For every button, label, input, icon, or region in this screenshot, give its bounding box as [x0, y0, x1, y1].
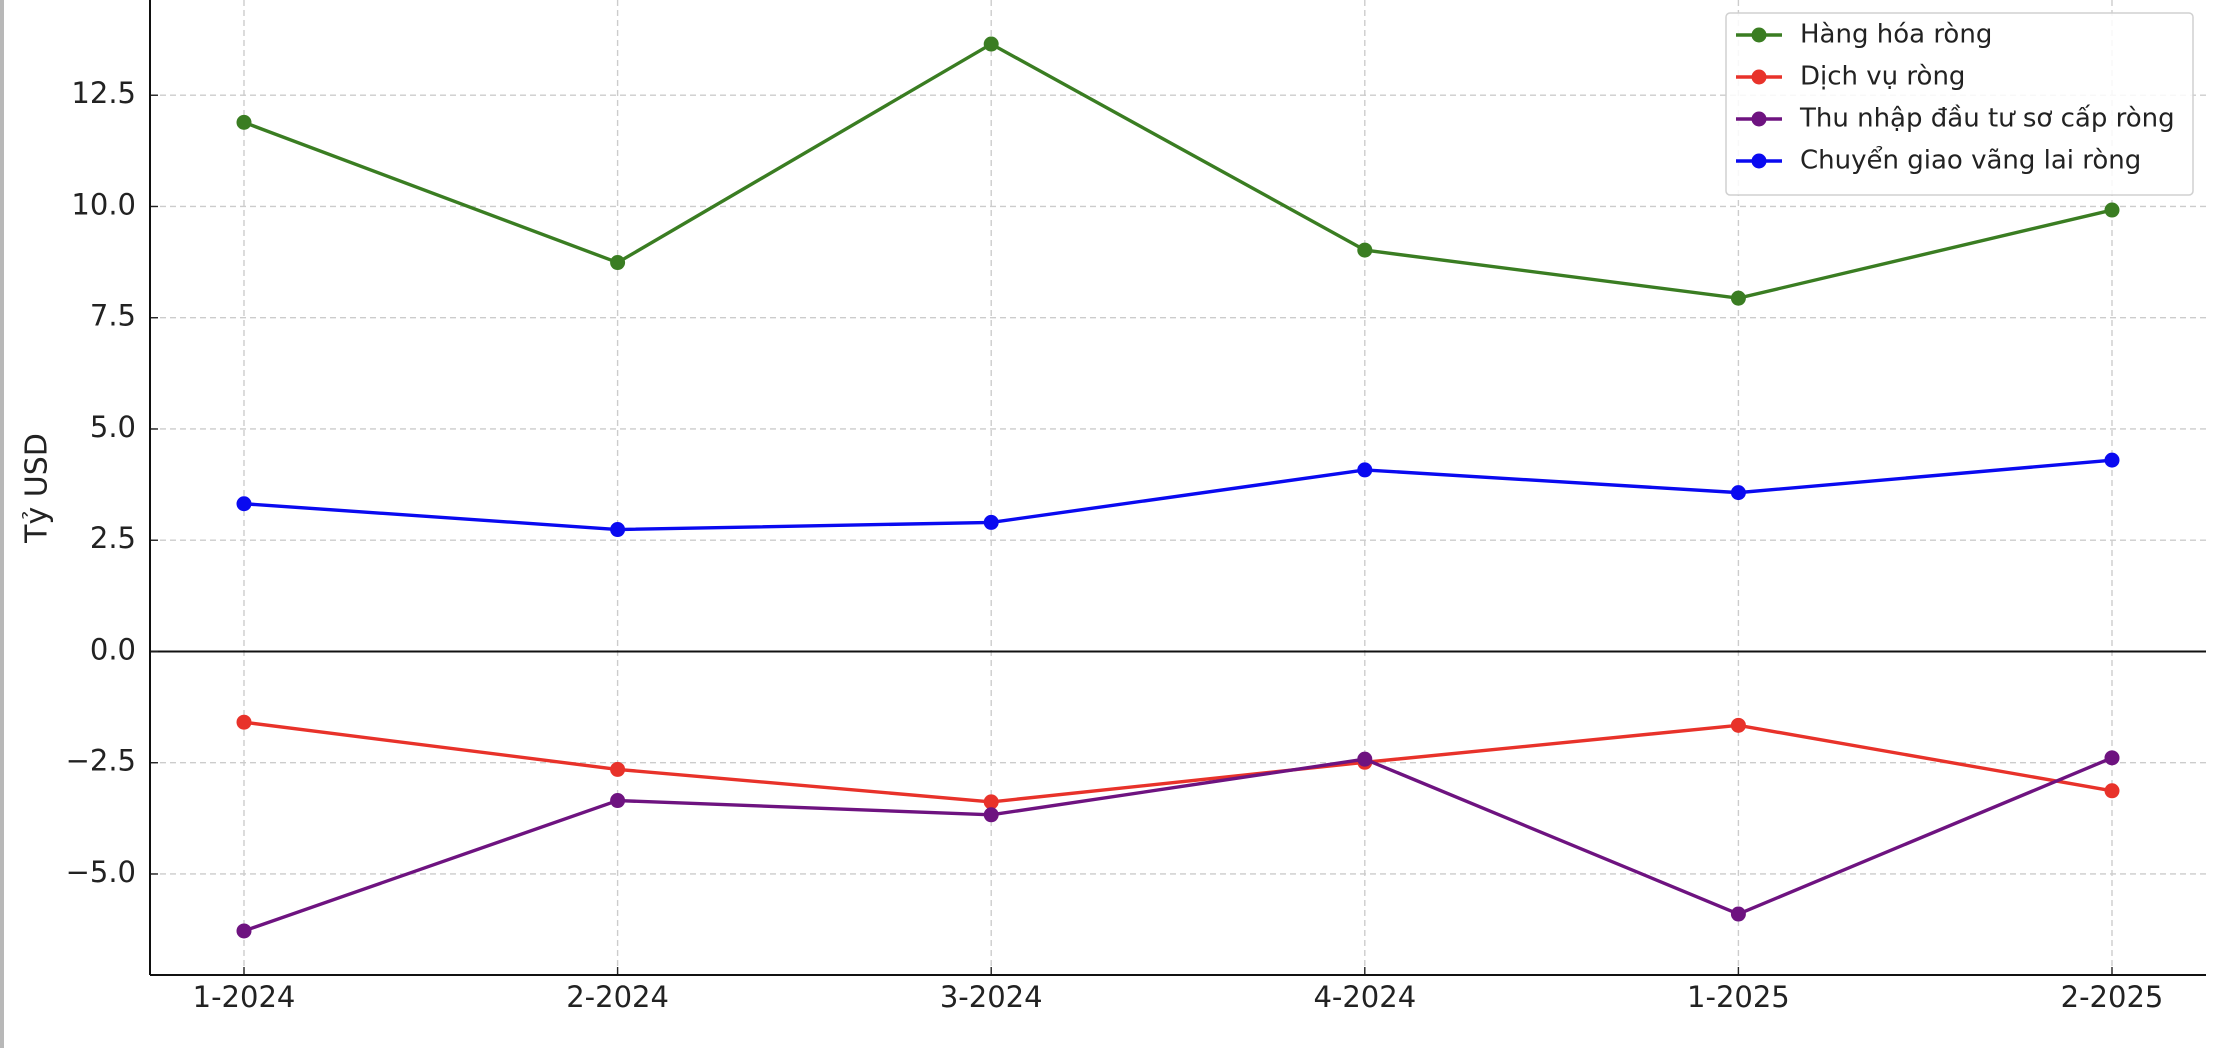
legend-label: Dịch vụ ròng	[1800, 62, 1965, 92]
legend-marker	[1751, 153, 1767, 169]
data-point	[610, 761, 626, 777]
y-axis-label: Tỷ USD	[20, 433, 55, 544]
data-point	[1730, 485, 1746, 501]
x-tick-label: 2-2025	[2061, 980, 2164, 1014]
x-tick-label: 2-2024	[566, 980, 669, 1014]
legend-marker	[1751, 111, 1767, 127]
data-point	[2104, 783, 2120, 799]
data-point	[1730, 290, 1746, 306]
data-point	[610, 522, 626, 538]
data-point	[2104, 452, 2120, 468]
data-point	[236, 714, 252, 730]
series-line	[243, 458, 2113, 532]
window-edge	[0, 0, 4, 1048]
legend-box	[1725, 12, 2194, 196]
data-point	[1357, 242, 1373, 258]
x-tick-label: 1-2025	[1687, 980, 1790, 1014]
data-point	[2104, 202, 2120, 218]
legend-label: Thu nhập đầu tư sơ cấp ròng	[1799, 104, 2175, 134]
series-line	[243, 42, 2113, 300]
data-point	[1357, 462, 1373, 478]
legend-label: Chuyển giao vãng lai ròng	[1800, 145, 2141, 176]
data-point	[2104, 750, 2120, 766]
data-point	[236, 496, 252, 512]
y-tick-label: −2.5	[66, 744, 136, 778]
series-line	[243, 720, 2113, 804]
legend-marker	[1751, 69, 1767, 85]
data-point	[983, 807, 999, 823]
x-tick-label: 4-2024	[1313, 980, 1416, 1014]
legend-marker	[1751, 27, 1767, 43]
x-tick-label: 3-2024	[940, 980, 1043, 1014]
data-point	[983, 794, 999, 810]
y-tick-label: 5.0	[90, 410, 136, 444]
data-point	[1730, 717, 1746, 733]
y-tick-label: −5.0	[66, 855, 136, 889]
data-point	[610, 255, 626, 271]
y-tick-label: 2.5	[90, 521, 136, 555]
data-point	[1357, 751, 1373, 767]
data-point	[610, 793, 626, 809]
x-tick-label: 1-2024	[193, 980, 296, 1014]
y-tick-label: 0.0	[90, 632, 136, 666]
series-line	[243, 756, 2113, 933]
data-point	[236, 923, 252, 939]
y-tick-label: 12.5	[71, 76, 136, 110]
data-point	[236, 114, 252, 130]
data-point	[1730, 906, 1746, 922]
y-tick-label: 7.5	[90, 299, 136, 333]
data-point	[983, 514, 999, 530]
data-point	[983, 36, 999, 52]
y-tick-label: 10.0	[71, 187, 136, 221]
legend-label: Hàng hóa ròng	[1800, 20, 1992, 50]
